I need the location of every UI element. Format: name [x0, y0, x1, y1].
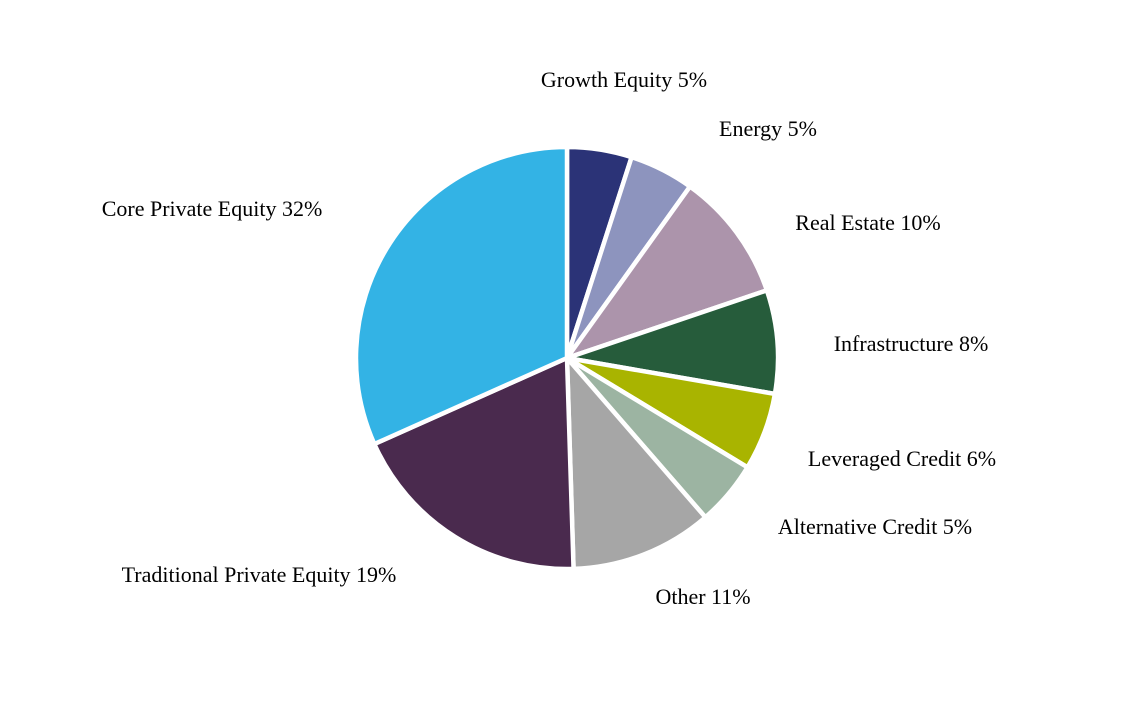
slice-label-alternative-credit: Alternative Credit 5% [777, 513, 973, 539]
slice-label-traditional-private-equity: Traditional Private Equity 19% [121, 561, 397, 587]
pie-slice-other [564, 355, 708, 572]
slice-label-leveraged-credit: Leveraged Credit 6% [807, 445, 997, 471]
pie-slice-traditional-private-equity [372, 355, 576, 572]
slice-label-other: Other 11% [655, 583, 751, 609]
slice-label-growth-equity: Growth Equity 5% [540, 66, 708, 92]
pie-slice-core-private-equity [353, 144, 570, 447]
slice-label-infrastructure: Infrastructure 8% [833, 330, 989, 356]
slice-label-real-estate: Real Estate 10% [795, 209, 941, 235]
slice-label-core-private-equity: Core Private Equity 32% [101, 195, 323, 221]
pie-slice-real-estate [564, 184, 770, 361]
slice-label-energy: Energy 5% [719, 115, 817, 141]
